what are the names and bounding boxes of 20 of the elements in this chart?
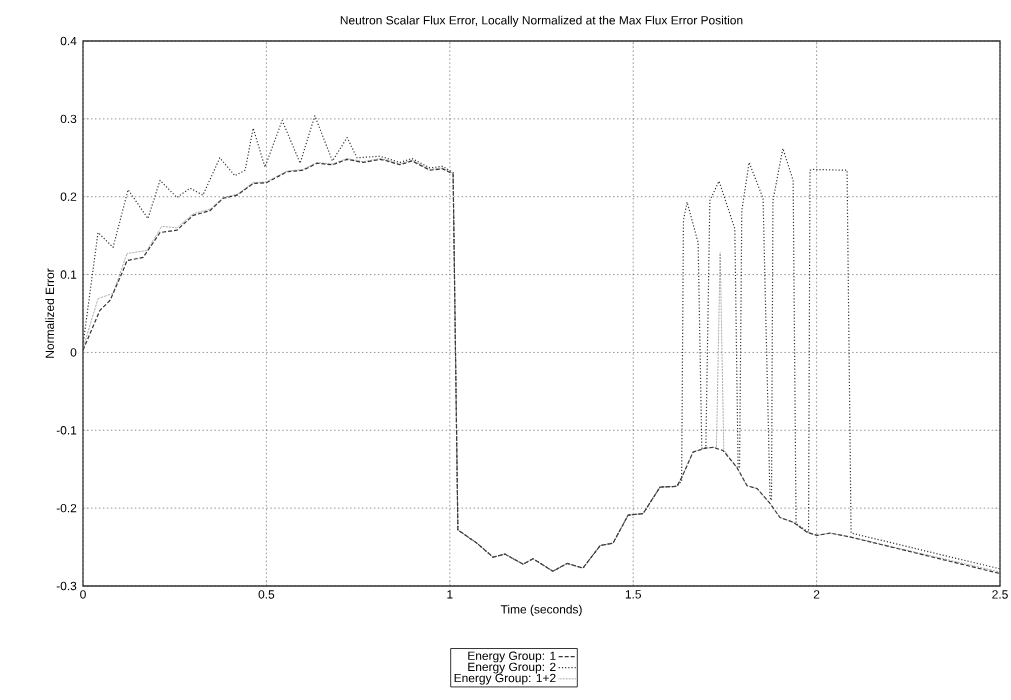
x-tick-label: 1	[447, 590, 453, 599]
legend-label: Energy Group: 2	[468, 662, 556, 674]
x-tick-label: 2.5	[992, 590, 1008, 599]
x-axis-title: Time (seconds)	[500, 604, 582, 616]
y-tick-label: -0.3	[56, 581, 77, 591]
x-tick-label: 2	[813, 590, 820, 599]
y-axis-title: Normalized Error	[45, 268, 55, 358]
y-tick-label: 0	[70, 348, 77, 357]
y-tick-label: 0.3	[60, 114, 77, 124]
chart-title: Neutron Scalar Flux Error, Locally Normalized at the Max Flux Error Position	[340, 15, 743, 27]
x-tick-label: 1.5	[625, 590, 642, 599]
x-tick-label: 0	[80, 590, 86, 599]
y-tick-label: 0.2	[60, 192, 77, 201]
x-tick-label: 0.5	[258, 590, 275, 599]
y-tick-label: -0.2	[56, 503, 77, 513]
y-tick-label: 0.1	[60, 270, 77, 279]
y-tick-label: 0.4	[60, 36, 77, 46]
legend-label: Energy Group: 1	[468, 651, 556, 663]
legend-label: Energy Group: 1+2	[454, 673, 556, 685]
y-tick-label: -0.1	[56, 426, 77, 435]
